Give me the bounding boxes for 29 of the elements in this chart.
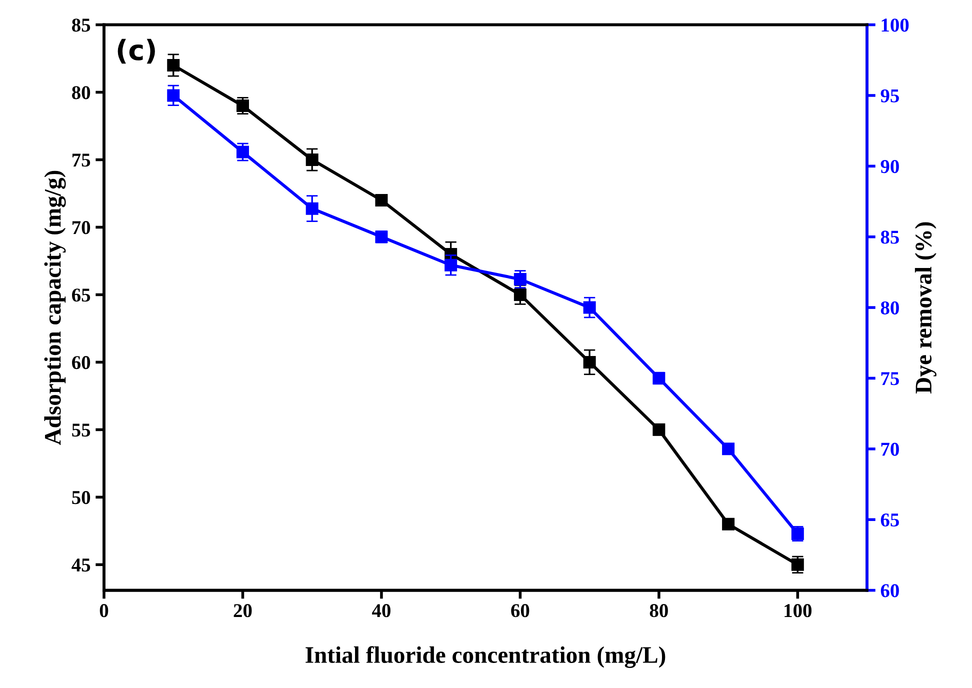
annotation: (c) [118, 38, 155, 64]
y2-tick-label: 60 [880, 584, 899, 598]
y-tick-label: 60 [72, 356, 90, 370]
y-tick-label: 80 [72, 86, 90, 100]
x-tick-label: 60 [511, 604, 530, 618]
y2-tick-label: 80 [880, 301, 899, 314]
y2-tick-label: 95 [880, 89, 899, 102]
x-tick-label: 20 [234, 604, 252, 618]
y2-axis-title: Dye removal (%) [914, 222, 936, 394]
point [444, 258, 458, 272]
y2-tick-label: 100 [882, 18, 909, 32]
x-tick-label: 0 [100, 604, 108, 618]
y-tick-label: 65 [72, 288, 90, 302]
y2-tick-label: 75 [881, 372, 899, 386]
y2-tick-label: 90 [880, 160, 899, 174]
x-axis-title: Intial fluoride concentration (mg/L) [306, 646, 666, 668]
y2-tick-label: 70 [881, 442, 899, 456]
y-tick-label: 45 [72, 558, 90, 572]
y-tick-label: 55 [72, 424, 90, 437]
y-axis-title: Adsorption capacity (mg/g) [44, 170, 66, 446]
x-tick-label: 80 [650, 604, 668, 618]
y2-tick-label: 85 [880, 230, 899, 244]
x-tick-label: 100 [784, 604, 812, 618]
y-tick-label: 70 [72, 221, 90, 234]
y-tick-label: 75 [72, 154, 90, 167]
y-tick-label: 85 [72, 18, 90, 32]
x-tick-label: 40 [372, 604, 390, 618]
y-tick-label: 50 [72, 490, 90, 504]
y2-tick-label: 65 [880, 513, 899, 527]
